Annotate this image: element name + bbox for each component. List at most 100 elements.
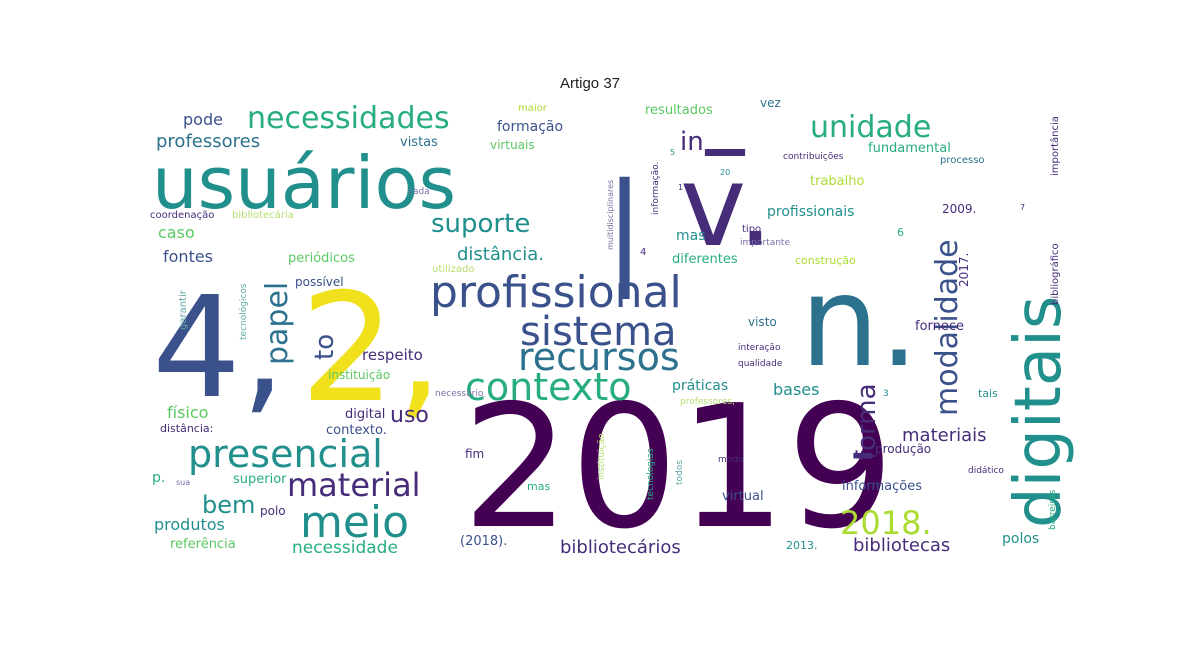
word-profissional-10: profissional (430, 267, 682, 318)
word-respeito-40: respeito (362, 346, 423, 364)
word-professores-85: professores, (680, 397, 735, 407)
word-polos-96: polos (1002, 531, 1039, 547)
word-professores-34: professores (156, 131, 260, 152)
word-materiais-29: materiais (902, 425, 987, 446)
word-resultados-86: resultados (645, 103, 713, 118)
word-vistas-52: vistas (400, 135, 438, 150)
word-papel-17: papel (260, 282, 295, 365)
word-referência-50: referência (170, 537, 236, 552)
word-vez-87: vez (760, 96, 781, 110)
word-4-1: 4, (152, 267, 286, 430)
word--6: – (700, 87, 750, 204)
word-2-2: 2, (300, 262, 443, 436)
word-2018-67: (2018). (460, 534, 507, 549)
word-usuários-7: usuários (152, 141, 456, 225)
word-coordenação-56: coordenação (150, 210, 214, 221)
word-instituição-41: instituição (328, 368, 390, 382)
word-bibliográfico-98: bibliográfico (1049, 243, 1061, 305)
word-visto-82: visto (748, 315, 777, 329)
word-tecnologias-69: tecnologias (646, 448, 656, 500)
word-2009-90: 2009. (942, 202, 976, 216)
word-caso-36: caso (158, 223, 195, 242)
word-3-108: 3 (883, 389, 889, 399)
word-virtual-72: virtual (722, 489, 764, 504)
word-2018-20: 2018. (840, 504, 932, 542)
word-superior-46: superior (233, 472, 287, 487)
word-utilizado-58: utilizado (432, 264, 474, 275)
word-periódicos-38: periódicos (288, 251, 355, 266)
word-necessário-59: necessário (435, 389, 484, 399)
word-contexto-44: contexto. (326, 423, 387, 438)
word-7-107: 7 (1020, 203, 1025, 212)
word-multidisciplinares-100: multidisciplinares (606, 180, 615, 250)
word-qualidade-84: qualidade (738, 359, 783, 369)
word-físico-42: físico (167, 403, 208, 422)
word-tecnológicos-61: tecnológicos (238, 283, 249, 340)
word--5: | (604, 157, 645, 299)
word-n-3: n. (800, 250, 919, 395)
word-5-102: 5 (670, 148, 675, 157)
word-importante-79: importante (740, 238, 790, 248)
word-uso-26: uso (390, 403, 429, 428)
word-2017-91: 2017. (957, 253, 971, 287)
word-2013-97: 2013. (786, 539, 818, 552)
word-presencial-14: presencial (188, 432, 383, 476)
word-modalidade-18: modalidade (930, 239, 965, 416)
word-importância-99: importância (1049, 116, 1061, 176)
word-fim-64: fim (465, 447, 484, 461)
word-diferentes-80: diferentes (672, 252, 738, 267)
word-contexto-13: contexto (465, 365, 631, 409)
word-4-105: 4 (640, 247, 646, 258)
word-suporte-23: suporte (431, 209, 530, 239)
word-in-25: in (680, 127, 704, 157)
word-maior-54: maior (518, 103, 548, 114)
word-polo-49: polo (260, 504, 286, 518)
word-p-47: p. (152, 470, 165, 486)
word-necessidade-32: necessidade (292, 538, 398, 558)
word-fontes-37: fontes (163, 247, 213, 266)
word-v-4: v. (680, 142, 773, 272)
word-todos-70: todos (675, 460, 685, 485)
word-possível-39: possível (295, 275, 344, 289)
word-formação-51: formação (497, 119, 563, 135)
word-bibliotecária-57: bibliotecária (232, 209, 294, 221)
word-interação-83: interação (738, 343, 781, 353)
word-mas-65: mas (676, 228, 706, 244)
word-pode-35: pode (183, 110, 223, 129)
word-forma-19: forma (852, 383, 882, 460)
word-sua-48: sua (176, 478, 190, 487)
word-2019-0: 2019 (462, 369, 895, 567)
word-produção-74: produção (875, 442, 931, 456)
word-fornece-92: fornece (915, 319, 964, 334)
word-1-103: 1 (678, 183, 683, 192)
word-fundamental-75: fundamental (868, 141, 951, 156)
word-bibliotecas-30: bibliotecas (853, 535, 950, 556)
word-meio-15: meio (300, 497, 409, 548)
word-distância-45: distância: (160, 422, 213, 435)
word-20-104: 20 (720, 168, 730, 177)
word-cada-55: cada (408, 187, 430, 197)
word-digital-43: digital (345, 407, 385, 422)
word-modo-71: modo (718, 455, 744, 465)
word-garantir-60: garantir (178, 289, 189, 330)
word-unidade-22: unidade (810, 110, 931, 145)
word-bibliotecários-31: bibliotecários (560, 537, 681, 558)
word-profissionais-77: profissionais (767, 204, 854, 220)
word-produtos-33: produtos (154, 515, 225, 534)
word-virtuais-53: virtuais (490, 138, 535, 152)
word-distância-28: distância. (457, 244, 544, 265)
word-trabalho-76: trabalho (810, 174, 864, 189)
word-barreiras-95: barreiras (1048, 489, 1058, 530)
word-informações-73: informações (842, 479, 922, 494)
word-material-16: material (287, 466, 421, 504)
word-construção-81: construção (795, 254, 856, 267)
figure-title: Artigo 37 (559, 75, 621, 92)
word-recursos-12: recursos (518, 335, 680, 379)
word-didático-94: didático (968, 466, 1004, 476)
word-6-106: 6 (897, 226, 904, 239)
word-processo-89: processo (940, 155, 985, 166)
word-informação-101: informação. (651, 162, 661, 215)
word-bases-63: bases (773, 380, 819, 399)
word-tais-93: tais (978, 387, 998, 400)
